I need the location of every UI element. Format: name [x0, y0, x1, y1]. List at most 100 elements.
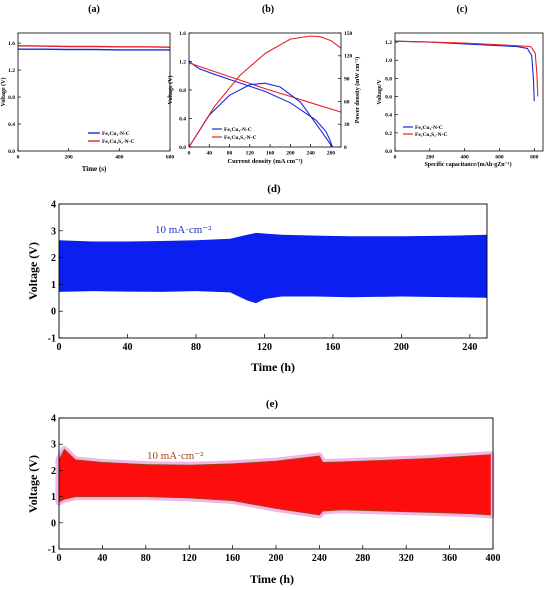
y-tick-label: 30	[344, 122, 350, 128]
panel-b-legend: Fe₁Cu₁-N-C Fe₁Cu₁S₁-N-C	[212, 127, 256, 141]
panel-b: (b) 0 40 80 120 160 200 240 2800.00.40.81.21.60…	[167, 4, 361, 165]
x-tick-label: 200	[286, 151, 295, 157]
x-tick-label: 0	[17, 155, 20, 161]
y-tick-label: 0.0	[8, 149, 15, 155]
panel-e: (e) 0 40 80 120 160 200 240 280 320 360 400-101234…	[26, 398, 501, 586]
y-tick-label: 0	[51, 307, 56, 318]
panel-d-annotation: 10 mA·cm⁻²	[155, 224, 212, 236]
x-tick-label: 360	[442, 553, 457, 564]
cycling-band	[59, 449, 491, 515]
panel-d-frame	[58, 203, 488, 339]
y-tick-label: 120	[344, 54, 353, 60]
panel-a-ticks: 0 200 400 600 0.0 0.4 0.8 1.2 1.6	[8, 41, 174, 160]
panel-e-marks	[55, 445, 495, 519]
panel-b-ticks: 0 40 80 120 160 200 240 280 0.0 0.4 0.8 1.2 1.6 0 30 60…	[179, 31, 352, 157]
y-tick-label: 1	[51, 280, 56, 291]
panel-b-y2label: Power density (mW cm⁻²)	[354, 57, 361, 124]
y-tick-label: 1.2	[179, 59, 186, 65]
panel-a-label: (a)	[88, 4, 100, 15]
legend-label: Fe₁Cu₁S₁-N-C	[224, 135, 256, 141]
y-tick-label: 1.2	[385, 40, 392, 46]
y-tick-label: 3	[51, 226, 56, 237]
y-tick-label: 0.8	[385, 76, 392, 82]
x-tick-label: 240	[306, 151, 315, 157]
legend-label: Fe₁Cu₁-N-C	[224, 127, 252, 133]
panel-c-marks	[394, 40, 539, 102]
y-tick-label: 0.0	[385, 149, 392, 155]
y-tick-label: 1	[51, 492, 56, 503]
y-tick-label: 4	[51, 200, 56, 211]
y-tick-label: 0.2	[385, 131, 392, 137]
series-line-1	[394, 40, 539, 97]
y-tick-label: 1.6	[8, 41, 15, 47]
panel-c-frame	[394, 32, 544, 152]
panel-e-label: (e)	[266, 398, 279, 410]
y-tick-label: 150	[344, 31, 353, 37]
y-tick-label: 0	[344, 145, 347, 151]
panel-a-ylabel: Voltage (V)	[0, 78, 7, 107]
series-line-2	[188, 82, 333, 148]
y-tick-label: 1.6	[179, 31, 186, 37]
y-tick-label: 0.8	[179, 88, 186, 94]
panel-a-legend: Fe₁Cu₁-N-C Fe₁Cu₁S₁-N-C	[88, 131, 134, 145]
series-line-1	[188, 62, 342, 113]
panel-d-marks	[59, 232, 487, 304]
x-tick-label: 200	[269, 553, 284, 564]
x-tick-label: 280	[355, 553, 370, 564]
panel-a-xlabel: Time (s)	[82, 165, 107, 173]
panel-d-xlabel: Time (h)	[251, 360, 295, 374]
panel-c: (c) 0 200 400 600 800 0.0 0.2 0.4 0.6 0.8 1.0 1.2 S…	[377, 4, 544, 168]
x-tick-label: 600	[166, 155, 175, 161]
panel-b-frame	[188, 32, 342, 148]
x-tick-label: 800	[530, 155, 539, 161]
panel-c-xlabel: Specific capacitance/(mAh·gZn⁻¹)	[424, 161, 511, 168]
panel-b-marks	[188, 35, 342, 148]
legend-label: Fe₁Cu₁-N-C	[102, 131, 130, 137]
series-line-1	[17, 45, 171, 48]
series-line-0	[394, 40, 535, 102]
x-tick-label: 240	[312, 553, 327, 564]
panel-c-legend: Fe₁Cu₁-N-C Fe₁Cu₁S₁-N-C	[403, 125, 447, 138]
y-tick-label: -1	[48, 334, 56, 345]
x-tick-label: 40	[97, 553, 107, 564]
y-tick-label: 0	[51, 518, 56, 529]
y-tick-label: 4	[51, 414, 56, 425]
panel-a-frame	[17, 32, 171, 152]
panel-e-ylabel: Voltage (V)	[26, 455, 40, 513]
x-tick-label: 200	[426, 155, 435, 161]
panel-a: (a) 0 200 400 600 0.0 0.4 0.8 1.2 1.6 Time (s) V…	[0, 4, 174, 173]
panel-b-label: (b)	[262, 4, 274, 15]
panel-e-annotation: 10 mA·cm⁻²	[147, 450, 204, 462]
series-line-0	[18, 48, 170, 51]
x-tick-label: 160	[325, 342, 340, 353]
x-tick-label: 160	[225, 553, 240, 564]
series-line-0	[188, 61, 333, 148]
y-tick-label: 0.4	[179, 116, 186, 122]
panel-b-xlabel: Current density (mA cm⁻²)	[227, 158, 302, 165]
x-tick-label: 0	[57, 342, 62, 353]
x-tick-label: 0	[188, 151, 191, 157]
x-tick-label: 200	[394, 342, 409, 353]
x-tick-label: 160	[266, 151, 275, 157]
x-tick-label: 240	[462, 342, 477, 353]
x-tick-label: 0	[394, 155, 397, 161]
y-tick-label: -1	[48, 545, 56, 556]
x-tick-label: 120	[246, 151, 255, 157]
y-tick-label: 90	[344, 77, 350, 83]
panel-e-xlabel: Time (h)	[250, 572, 294, 586]
panel-a-marks	[17, 45, 171, 51]
y-tick-label: 60	[344, 99, 350, 105]
panel-d-label: (d)	[267, 183, 281, 195]
x-tick-label: 400	[486, 553, 501, 564]
panel-b-ylabel: Voltage (V)	[167, 76, 174, 105]
panel-c-label: (c)	[456, 4, 467, 15]
x-tick-label: 200	[65, 155, 74, 161]
y-tick-label: 2	[51, 253, 56, 264]
x-tick-label: 280	[327, 151, 336, 157]
x-tick-label: 80	[191, 342, 201, 353]
legend-label: Fe₁Cu₁S₁-N-C	[415, 132, 447, 138]
band-upper-edge	[58, 448, 491, 466]
panel-d-ylabel: Voltage (V)	[26, 242, 40, 300]
